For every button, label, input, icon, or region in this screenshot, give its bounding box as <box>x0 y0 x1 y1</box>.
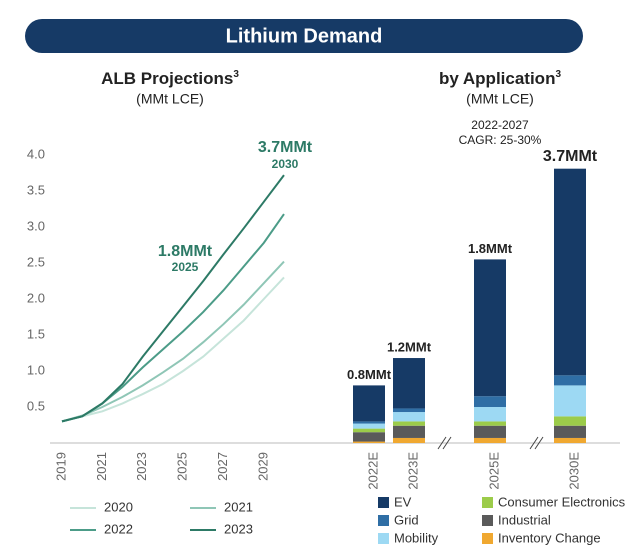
bar-segment <box>474 407 506 422</box>
legend-label: 2020 <box>104 499 133 514</box>
title-text: ALB Projections <box>101 69 233 88</box>
legend-swatch <box>482 533 493 544</box>
bar-segment <box>474 437 506 443</box>
y-tick-label: 1.0 <box>27 362 45 377</box>
bar-segment <box>353 428 385 433</box>
bar-segment <box>554 425 586 438</box>
title-note: 3 <box>233 69 239 80</box>
legend-swatch <box>482 515 493 526</box>
right-subtitle: (MMt LCE) <box>466 91 534 107</box>
bar-segment <box>554 416 586 426</box>
legend-label: 2022 <box>104 521 133 536</box>
bar-segment <box>393 408 425 413</box>
legend-label: EV <box>394 494 412 509</box>
legend-swatch <box>378 515 389 526</box>
bar-segment <box>474 259 506 397</box>
legend-swatch <box>378 497 389 508</box>
legend-swatch <box>378 533 389 544</box>
bar-segment <box>353 385 385 422</box>
bar-segment <box>353 421 385 424</box>
annotation-year: 2030 <box>272 157 299 171</box>
header-pill <box>25 19 583 53</box>
series-line <box>61 260 285 423</box>
annotation-year: 2025 <box>172 260 199 274</box>
title-note: 3 <box>555 69 561 80</box>
x-tick-label: 2025 <box>175 452 190 481</box>
bar-segment <box>393 425 425 438</box>
x-tick-label: 2027 <box>215 452 230 481</box>
legend-label: Inventory Change <box>498 530 601 545</box>
y-tick-label: 4.0 <box>27 146 45 161</box>
series-line <box>61 174 285 423</box>
bar-segment <box>554 375 586 386</box>
header-title: Lithium Demand <box>226 25 383 47</box>
legend-label: Mobility <box>394 530 439 545</box>
legend-label: Consumer Electronics <box>498 494 626 509</box>
right-title: by Application3 <box>439 69 562 89</box>
bar-segment <box>393 421 425 426</box>
bar-segment <box>474 421 506 426</box>
left-subtitle: (MMt LCE) <box>136 91 204 107</box>
bar-segment <box>353 432 385 442</box>
x-tick-label: 2023E <box>405 452 420 490</box>
bar-total-label: 1.8MMt <box>468 241 513 256</box>
x-tick-label: 2019 <box>53 452 68 481</box>
y-tick-label: 3.5 <box>27 182 45 197</box>
bar-segment <box>554 168 586 376</box>
bar-total-label: 1.2MMt <box>387 339 432 354</box>
series-line <box>61 276 285 423</box>
legend-label: 2021 <box>224 499 253 514</box>
bar-segment <box>474 425 506 438</box>
x-tick-label: 2021 <box>94 452 109 481</box>
note-line: 2022-2027 <box>471 118 529 132</box>
annotation: 1.8MMt <box>158 243 213 260</box>
x-tick-label: 2030E <box>566 452 581 490</box>
bar-segment <box>554 385 586 417</box>
bar-segment <box>353 441 385 443</box>
bar-segment <box>393 358 425 409</box>
y-tick-label: 3.0 <box>27 218 45 233</box>
legend-label: Grid <box>394 512 419 527</box>
legend-swatch <box>482 497 493 508</box>
y-tick-label: 1.5 <box>27 326 45 341</box>
y-tick-label: 2.0 <box>27 290 45 305</box>
bar-total-label: 3.7MMt <box>543 148 598 165</box>
x-tick-label: 2022E <box>365 452 380 490</box>
y-tick-label: 0.5 <box>27 398 45 413</box>
left-title: ALB Projections3 <box>101 69 239 89</box>
y-tick-label: 2.5 <box>27 254 45 269</box>
x-tick-label: 2025E <box>486 452 501 490</box>
bar-segment <box>474 396 506 407</box>
bar-total-label: 0.8MMt <box>347 367 392 382</box>
axis-break <box>437 436 544 450</box>
x-tick-label: 2029 <box>255 452 270 481</box>
note-line: CAGR: 25-30% <box>459 133 542 147</box>
legend-label: Industrial <box>498 512 551 527</box>
bar-segment <box>353 423 385 429</box>
bar-segment <box>393 412 425 422</box>
bar-segment <box>393 437 425 443</box>
x-tick-label: 2023 <box>134 452 149 481</box>
title-text: by Application <box>439 69 556 88</box>
bar-segment <box>554 437 586 443</box>
legend-label: 2023 <box>224 521 253 536</box>
annotation: 3.7MMt <box>258 139 313 156</box>
